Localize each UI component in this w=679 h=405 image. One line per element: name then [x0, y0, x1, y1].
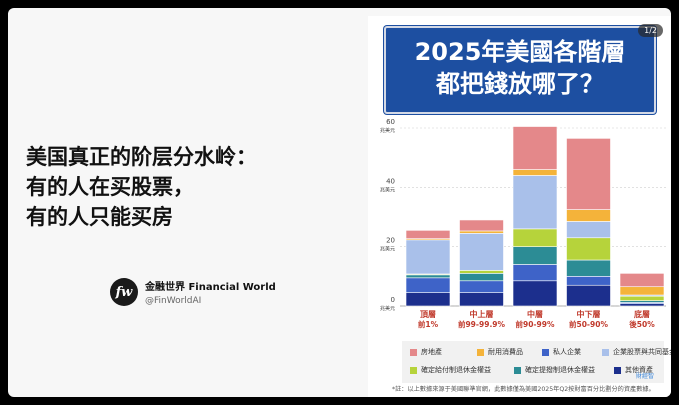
bar-segment: [512, 280, 558, 307]
legend-swatch: [477, 348, 484, 356]
category-sublabel: 前99-99.9%: [458, 319, 506, 329]
author-text: 金融世界 Financial World @FinWorldAI: [145, 278, 276, 306]
bar-segment: [566, 259, 611, 277]
title-line-2: 都把錢放哪了？: [436, 70, 604, 98]
post-headline: 美国真正的阶层分水岭： 有的人在买股票， 有的人只能买房: [26, 142, 346, 232]
bar-segment: [619, 273, 665, 288]
bar-segment: [512, 228, 558, 247]
legend-item: 房地產: [410, 347, 442, 357]
bar-segment: [512, 175, 558, 230]
bar-segment: [405, 292, 451, 307]
y-unit-label: 兆美元: [380, 246, 395, 253]
legend-item: 私人企業: [542, 347, 581, 357]
author-name[interactable]: 金融世界 Financial World: [145, 282, 276, 293]
headline-line-3: 有的人只能买房: [26, 205, 173, 229]
bar-segment: [459, 280, 504, 293]
bar-segment: [619, 295, 665, 301]
bar-segment: [405, 239, 451, 275]
y-tick-label: 60: [386, 118, 395, 126]
bar-segment: [566, 237, 611, 261]
author-handle: @FinWorldAI: [145, 296, 202, 306]
infographic-title: 2025年美國各階層 都把錢放哪了？: [384, 26, 656, 114]
chart-footnote: *註：以上數據來源于美國聯準官網，此數據僅為美國2025年Q2按財富百分比劃分的…: [392, 386, 655, 393]
headline-line-1: 美国真正的阶层分水岭：: [26, 145, 257, 169]
bar-segment: [459, 273, 504, 282]
chart-legend: 房地產 耐用消費品 私人企業 企業股票與共同基金股份確定給付制退休金權益 確定提撥制退休…: [402, 341, 671, 383]
bar-segment: [512, 246, 558, 265]
bar-segment: [566, 209, 611, 222]
legend-label: 其他資產: [625, 366, 653, 374]
category-label: 底層: [633, 309, 650, 319]
legend-swatch: [410, 348, 417, 356]
legend-swatch: [410, 366, 417, 374]
title-line-1: 2025年美國各階層: [414, 38, 626, 66]
bar-segment: [405, 277, 451, 293]
legend-label: 房地產: [421, 348, 442, 356]
y-unit-label: 兆美元: [380, 305, 395, 312]
bar-segment: [512, 264, 558, 282]
bar-segment: [566, 221, 611, 239]
headline-line-2: 有的人在买股票，: [26, 175, 194, 199]
category-label: 中下層: [577, 309, 601, 319]
legend-item: 其他資產: [614, 365, 653, 375]
legend-label: 私人企業: [553, 348, 581, 356]
bar-segment: [512, 169, 558, 176]
avatar[interactable]: fw: [110, 278, 138, 306]
legend-label: 企業股票與共同基金股份: [613, 348, 671, 356]
legend-swatch: [614, 366, 621, 374]
image-card[interactable]: 2025年美國各階層 都把錢放哪了？ 1/2 0 兆美元 20 兆美元 40 兆美元 60 兆…: [368, 16, 671, 397]
legend-swatch: [542, 348, 549, 356]
legend-label: 確定提撥制退休金權益: [525, 366, 595, 374]
legend-item: 企業股票與共同基金股份: [602, 347, 671, 357]
bar-segment: [566, 284, 611, 307]
bar-segment: [459, 230, 504, 234]
category-sublabel: 前1%: [418, 319, 439, 329]
legend-item: 耐用消費品: [477, 347, 523, 357]
bar-segment: [512, 126, 558, 170]
category-sublabel: 前50-90%: [569, 319, 608, 329]
category-sublabel: 後50%: [629, 319, 655, 329]
bar-segment: [619, 303, 665, 307]
bar-segment: [405, 274, 451, 279]
legend-item: 確定提撥制退休金權益: [514, 365, 595, 375]
category-label: 頂層: [420, 310, 436, 319]
post-frame: 美国真正的阶层分水岭： 有的人在买股票， 有的人只能买房 fw 金融世界 Fin…: [8, 8, 671, 397]
bar-segment: [459, 219, 504, 232]
legend-swatch: [602, 348, 609, 356]
y-unit-label: 兆美元: [380, 186, 395, 193]
y-tick-label: 0: [391, 296, 395, 304]
watermark-text: 財經智: [636, 373, 655, 380]
bar-segment: [566, 138, 611, 210]
bar-segment: [459, 233, 504, 271]
category-label: 中層: [527, 309, 543, 319]
legend-swatch: [514, 366, 521, 374]
bar-segment: [566, 276, 611, 286]
image-pager-badge: 1/2: [638, 24, 663, 37]
legend-item: 確定給付制退休金權益: [410, 365, 491, 375]
y-unit-label: 兆美元: [380, 127, 395, 134]
author-block[interactable]: fw 金融世界 Financial World @FinWorldAI: [110, 278, 276, 306]
legend-label: 耐用消費品: [488, 348, 523, 356]
y-tick-label: 20: [386, 237, 395, 245]
category-label: 中上層: [470, 309, 494, 319]
bar-segment: [619, 286, 665, 296]
legend-label: 確定給付制退休金權益: [421, 366, 491, 374]
stacked-bar-chart: 0兆美元20兆美元40兆美元60兆美元頂層前1%中上層前99-99.9%中層前9…: [380, 118, 666, 329]
y-tick-label: 40: [386, 177, 395, 185]
category-sublabel: 前90-99%: [515, 319, 554, 329]
bar-segment: [405, 230, 451, 239]
bar-segment: [459, 270, 504, 274]
bar-segment: [459, 292, 504, 307]
